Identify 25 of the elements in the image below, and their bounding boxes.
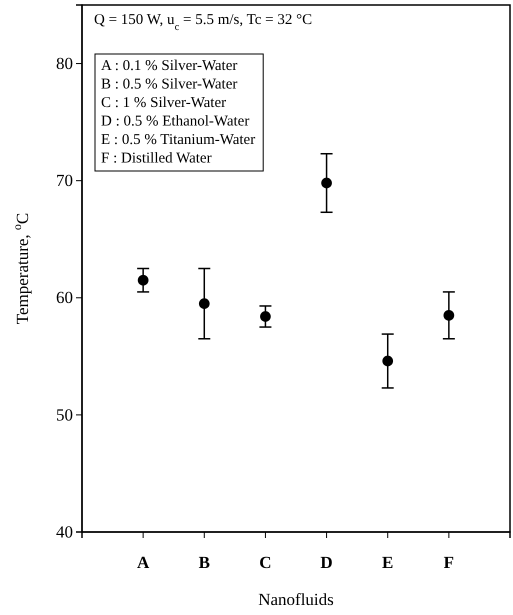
x-tick-label: C bbox=[259, 553, 272, 572]
x-axis-title: Nanofluids bbox=[258, 590, 334, 609]
x-tick-label: D bbox=[320, 553, 333, 572]
annotation: A : 0.1 % Silver-Water bbox=[101, 58, 238, 74]
y-tick-label: 40 bbox=[56, 522, 73, 542]
x-tick-label: A bbox=[137, 553, 150, 572]
annotation: F : Distilled Water bbox=[101, 150, 212, 166]
x-tick-label: B bbox=[198, 553, 210, 572]
y-tick-label: 50 bbox=[56, 405, 73, 424]
x-tick-label: E bbox=[382, 553, 394, 572]
annotation: C : 1 % Silver-Water bbox=[101, 95, 226, 111]
point bbox=[198, 298, 210, 309]
point bbox=[382, 356, 394, 366]
point bbox=[444, 310, 454, 321]
y-tick-label: 60 bbox=[56, 288, 73, 308]
point bbox=[260, 311, 271, 322]
point bbox=[138, 274, 148, 286]
annotation: B : 0.5 % Silver-Water bbox=[101, 76, 238, 92]
y-tick-label: 70 bbox=[56, 171, 73, 190]
annotation: Q = 150 W, u$_{c}$ = 5.5 m/s, Tc = 32 °C bbox=[94, 12, 312, 32]
y-tick-label: 80 bbox=[56, 54, 73, 73]
annotation: E : 0.5 % Titanium-Water bbox=[101, 132, 256, 148]
annotation: D : 0.5 % Ethanol-Water bbox=[101, 114, 250, 130]
x-tick-label: F bbox=[444, 553, 454, 572]
point bbox=[321, 178, 332, 188]
